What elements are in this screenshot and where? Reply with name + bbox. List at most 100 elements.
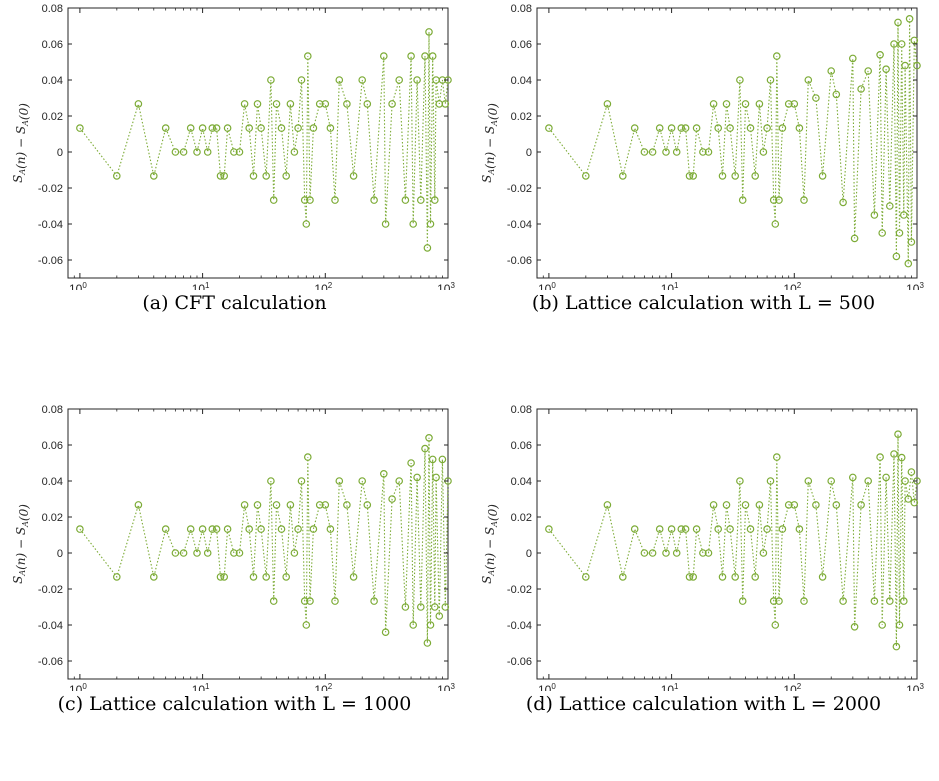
data-point [778,124,787,132]
data-point [714,525,723,533]
data-point [870,211,879,219]
data-point [582,172,590,180]
data-point [331,597,339,605]
data-point [722,100,731,108]
x-tick-label: 101 [192,682,210,691]
data-point [876,50,884,59]
data-point [818,172,827,180]
data-point [203,549,212,557]
data-point [113,573,121,581]
y-tick-label: 0 [526,548,532,560]
data-point [193,148,201,156]
data-point [827,67,836,75]
data-point [253,501,262,509]
data-point [249,573,258,581]
data-point [709,100,718,108]
data-point [759,549,768,557]
data-point [736,477,744,485]
data-point [718,172,727,180]
data-point [171,148,180,156]
data-point [864,477,873,485]
data-point [746,124,755,132]
data-point [277,525,286,533]
data-point [290,148,299,156]
data-point [878,229,887,237]
y-tick-label: 0.08 [511,404,532,416]
data-point [212,525,221,533]
data-point [161,124,170,132]
x-tick-label: 100 [69,281,87,290]
data-point [294,525,302,533]
y-tick-label: 0.08 [42,3,63,15]
data-point [401,603,410,611]
data-point [648,148,657,156]
data-point [640,549,649,557]
data-point [662,148,670,156]
data-point [267,477,275,485]
data-point [257,124,265,132]
data-point [545,525,553,533]
data-point [370,597,378,605]
data-point [309,525,318,533]
y-tick-label: 0 [57,147,63,159]
data-point [771,220,780,228]
subplot-d: -0.06 -0.04 -0.02 0 0.02 0.04 0.06 0.08 100 101 10… [469,401,938,781]
y-tick-label: -0.02 [507,183,532,195]
data-point [416,603,425,611]
data-point [216,172,225,180]
data-point [894,430,902,439]
y-tick-label: 0.08 [42,404,63,416]
data-point [198,525,207,533]
data-point [395,76,404,84]
data-point [907,468,916,476]
data-point [704,148,713,156]
data-point [766,477,775,485]
y-tick-label: 0.02 [511,512,532,524]
data-point [432,473,440,482]
y-tick-label: -0.06 [38,656,63,668]
data-point [755,501,764,509]
data-point [315,501,324,509]
data-point [240,501,249,509]
data-point [738,597,747,605]
data-point [272,501,281,509]
chart-d-caption: (d) Lattice calculation with L = 2000 [525,693,882,715]
data-point [179,148,188,156]
data-point [839,198,847,207]
data-point [895,621,904,629]
data-point [839,597,847,605]
data-point [681,124,690,132]
data-point [882,473,890,482]
chart-a-caption: (a) CFT calculation [142,292,327,314]
data-point [630,525,639,533]
y-axis-label: SA(n) − SA(0) [11,504,31,584]
data-point [76,525,84,533]
data-point [363,501,372,509]
y-tick-label: -0.04 [507,219,532,231]
data-point [269,196,278,204]
data-point [300,597,309,605]
data-point [223,525,232,533]
data-point [763,124,771,132]
data-point [326,525,335,533]
y-tick-label: -0.06 [38,255,63,267]
y-tick-label: -0.04 [507,620,532,632]
plot-frame [536,408,918,680]
data-point [315,100,324,108]
data-point [409,220,418,228]
x-tick-label: 101 [661,281,679,290]
data-point [790,100,799,108]
data-point [409,621,418,629]
data-point [306,597,314,605]
data-point [253,100,262,108]
data-point [306,196,314,204]
data-point [850,234,859,243]
x-tick-label: 102 [783,281,801,290]
data-point [245,525,254,533]
data-point [395,477,404,485]
data-point [294,124,302,132]
plot-frame [536,7,918,279]
data-point [726,525,734,533]
data-point [882,65,890,74]
data-point [709,501,718,509]
